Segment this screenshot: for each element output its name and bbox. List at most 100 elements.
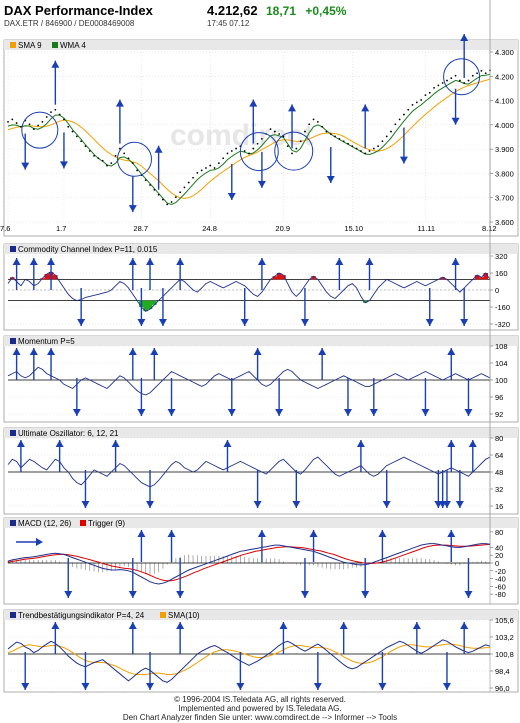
signal-arrow-head [64,591,73,598]
sell-signal-arrow [253,470,262,508]
cci-overbought-fill [281,275,286,280]
cci-overbought-fill [479,277,484,280]
close-dot [131,162,134,165]
buy-signal-arrow [318,348,327,380]
signal-arrow-head [447,530,456,537]
signal-arrow-head [227,409,236,416]
close-dot [312,118,315,121]
close-dot [403,113,405,116]
close-dot [286,145,289,148]
pattern-circle [21,111,59,149]
signal-arrow-head [146,258,155,265]
signal-arrow-horizontal [16,538,43,546]
close-dot [235,147,237,150]
close-dot [63,118,65,121]
sell-signal-arrow [176,558,185,598]
instrument-identifiers: DAX.ETR / 846900 / DE0008469008 [4,19,135,28]
signal-arrow-head [29,348,38,355]
buy-signal-arrow [47,348,56,380]
quote-time: 17:45 07.12 [207,19,250,28]
sell-signal-arrow [425,288,434,326]
buy-signal-arrow [223,440,232,472]
close-dot [484,72,487,75]
close-dot [222,157,225,160]
signal-arrow-head [176,258,185,265]
close-dot [37,124,40,127]
close-dot [316,120,319,123]
close-dot [243,150,246,152]
trigger-legend-label: Trigger (9) [88,519,125,528]
close-dot [11,118,14,121]
indicator-line-3 [7,456,491,488]
sell-signal-arrow [128,176,137,213]
signal-arrow-head [150,348,159,355]
signal-arrow-head [128,622,137,629]
close-dot [467,79,470,82]
signal-arrow-head [146,683,155,690]
analyzer-link-line: Den Chart Analyzer finden Sie unter: www… [122,713,398,722]
close-dot [213,167,216,169]
sell-signal-arrow [326,147,335,183]
y-tick-label-4: 20 [495,551,503,560]
signal-arrow-head [399,156,408,164]
signal-arrow-head [146,501,155,508]
last-price: 4.212,62 [207,3,258,18]
trigger-legend-swatch [80,520,86,526]
buy-signal-arrow [279,622,288,654]
sell-signal-arrow [300,288,309,326]
sell-signal-arrow [128,558,137,598]
close-dot [441,82,444,84]
cci-overbought-fill [272,276,278,280]
close-dot [45,116,48,118]
buy-signal-arrow [146,258,155,290]
buy-signal-arrow [288,104,297,149]
sell-signal-arrow [21,652,30,690]
y-tick-label-4: -40 [495,575,506,584]
signal-arrow-head [253,348,262,355]
close-dot [136,169,139,172]
buy-signal-arrow [451,258,460,290]
close-dot [192,176,194,179]
signal-arrow-head [115,99,124,107]
close-dot [93,154,95,157]
buy-signal-arrow [16,440,25,472]
signal-arrow-head [378,530,387,537]
signal-arrow-head [326,176,335,183]
y-tick-label-2: 96 [495,393,503,402]
sell-signal-arrow [227,164,236,200]
y-tick-label-0: 3.700 [495,194,514,203]
signal-arrow-head [451,258,460,265]
x-tick-label: 8.12 [482,224,497,233]
indicator-legend-swatch-2 [10,338,16,344]
close-dot [385,135,388,138]
trend-legend-swatch [10,612,16,618]
close-dot [446,79,448,82]
close-dot [471,74,474,77]
y-tick-label-5: 98,4 [495,667,510,676]
y-tick-label-5: 105,6 [495,616,514,625]
close-dot [7,120,9,123]
sell-signal-arrow [455,470,464,508]
buy-signal-arrow [167,530,176,562]
y-tick-label-0: 4.300 [495,48,514,57]
signal-arrow-head [356,440,365,447]
signal-arrow-head [12,258,21,265]
sell-signal-arrow [460,288,469,326]
indicator-title-3: Ultimate Oszillator: 6, 12, 21 [18,429,119,438]
signal-arrow-head [47,258,56,265]
macd-legend-swatch [10,520,16,526]
signal-arrow-head [227,193,236,200]
close-dot [144,179,147,182]
y-tick-label-2: 108 [495,342,508,351]
y-tick-label-3: 32 [495,485,503,494]
signal-arrow-head [81,501,90,508]
close-dot [463,82,466,84]
buy-signal-arrow [12,258,21,290]
signal-arrow-head [154,145,163,153]
close-dot [174,196,177,199]
close-dot [450,77,453,80]
close-dot [334,135,336,138]
sell-signal-arrow [343,378,352,416]
close-dot [299,140,302,143]
